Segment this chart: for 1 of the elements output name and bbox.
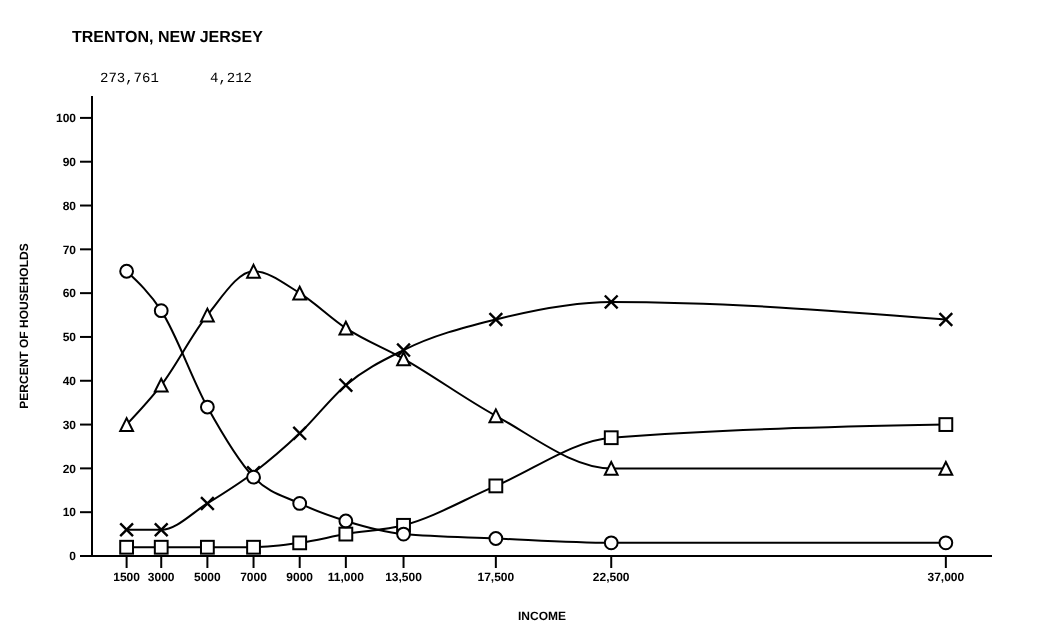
chart-title: TRENTON, NEW JERSEY	[72, 28, 263, 46]
